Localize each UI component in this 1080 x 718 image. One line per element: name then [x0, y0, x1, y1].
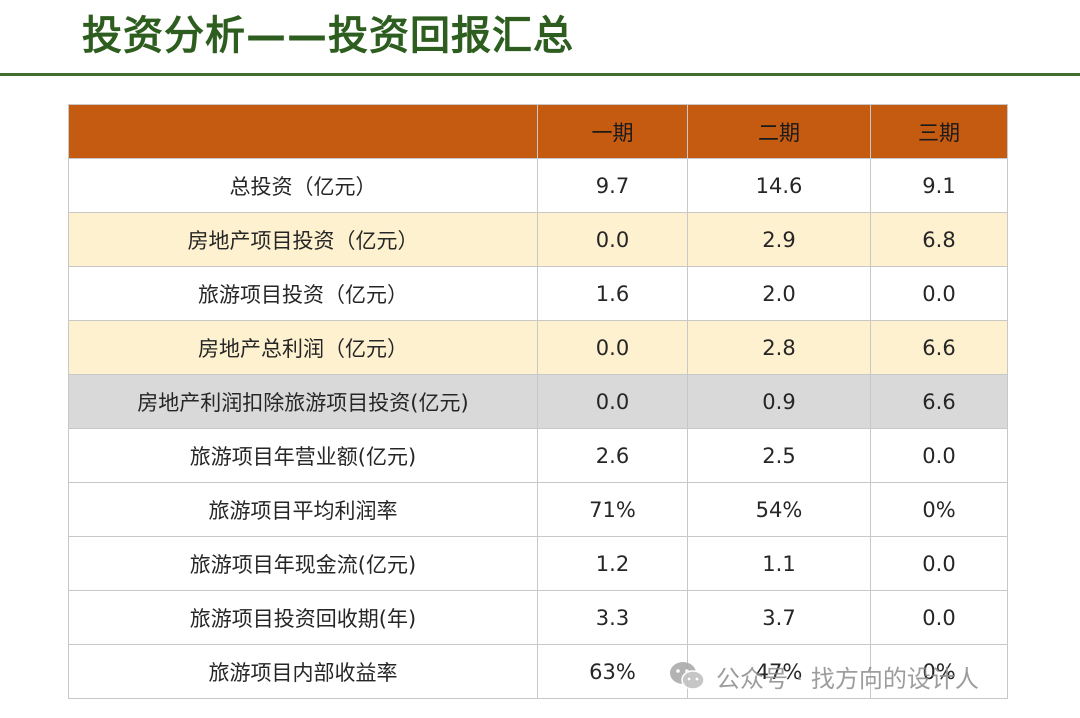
cell-value: 2.9	[687, 212, 871, 267]
cell-value: 9.1	[870, 158, 1008, 213]
header-cell-blank	[68, 104, 538, 159]
header-cell-phase3: 三期	[870, 104, 1008, 159]
table-row: 旅游项目年现金流(亿元) 1.2 1.1 0.0	[68, 536, 1008, 591]
wechat-icon	[670, 662, 705, 690]
cell-value: 2.0	[687, 266, 871, 321]
table-row: 房地产利润扣除旅游项目投资(亿元) 0.0 0.9 6.6	[68, 374, 1008, 429]
row-label: 旅游项目年现金流(亿元)	[68, 536, 538, 591]
watermark: 公众号 · 找方向的设计人	[668, 656, 979, 696]
cell-value: 1.6	[537, 266, 688, 321]
cell-value: 2.8	[687, 320, 871, 375]
cell-value: 2.6	[537, 428, 688, 483]
row-label: 总投资（亿元）	[68, 158, 538, 213]
row-label: 旅游项目平均利润率	[68, 482, 538, 537]
cell-value: 0%	[870, 644, 1008, 699]
cell-value: 0.0	[870, 428, 1008, 483]
row-label: 旅游项目内部收益率	[68, 644, 538, 699]
header-cell-phase2: 二期	[687, 104, 871, 159]
investment-return-table: 一期 二期 三期 总投资（亿元） 9.7 14.6 9.1 房地产项目投资（亿元…	[68, 104, 1008, 699]
cell-value: 0.9	[687, 374, 871, 429]
title-divider	[0, 73, 1080, 76]
cell-value: 14.6	[687, 158, 871, 213]
cell-value: 6.8	[870, 212, 1008, 267]
row-label: 房地产利润扣除旅游项目投资(亿元)	[68, 374, 538, 429]
cell-value: 54%	[687, 482, 871, 537]
cell-value: 6.6	[870, 374, 1008, 429]
table-row: 旅游项目年营业额(亿元) 2.6 2.5 0.0	[68, 428, 1008, 483]
table-row: 房地产项目投资（亿元） 0.0 2.9 6.8	[68, 212, 1008, 267]
table-row: 旅游项目投资（亿元） 1.6 2.0 0.0	[68, 266, 1008, 321]
cell-value: 1.2	[537, 536, 688, 591]
table-row: 旅游项目内部收益率 63% 47% 0%	[68, 644, 1008, 699]
cell-value: 6.6	[870, 320, 1008, 375]
row-label: 旅游项目投资（亿元）	[68, 266, 538, 321]
row-label: 房地产项目投资（亿元）	[68, 212, 538, 267]
cell-value: 2.5	[687, 428, 871, 483]
table-row: 旅游项目投资回收期(年) 3.3 3.7 0.0	[68, 590, 1008, 645]
cell-value: 3.3	[537, 590, 688, 645]
cell-value: 63%	[537, 644, 688, 699]
table-row: 总投资（亿元） 9.7 14.6 9.1	[68, 158, 1008, 213]
header-cell-phase1: 一期	[537, 104, 688, 159]
cell-value: 0.0	[870, 590, 1008, 645]
cell-value: 71%	[537, 482, 688, 537]
cell-value: 0%	[870, 482, 1008, 537]
cell-value: 0.0	[537, 212, 688, 267]
table-header-row: 一期 二期 三期	[68, 104, 1008, 159]
row-label: 旅游项目年营业额(亿元)	[68, 428, 538, 483]
cell-value: 9.7	[537, 158, 688, 213]
cell-value: 3.7	[687, 590, 871, 645]
cell-value: 47%	[687, 644, 871, 699]
row-label: 房地产总利润（亿元）	[68, 320, 538, 375]
page-title: 投资分析——投资回报汇总	[82, 13, 574, 59]
cell-value: 1.1	[687, 536, 871, 591]
cell-value: 0.0	[870, 266, 1008, 321]
table-row: 房地产总利润（亿元） 0.0 2.8 6.6	[68, 320, 1008, 375]
cell-value: 0.0	[870, 536, 1008, 591]
cell-value: 0.0	[537, 374, 688, 429]
cell-value: 0.0	[537, 320, 688, 375]
table-row: 旅游项目平均利润率 71% 54% 0%	[68, 482, 1008, 537]
row-label: 旅游项目投资回收期(年)	[68, 590, 538, 645]
watermark-text: 公众号 · 找方向的设计人	[716, 664, 979, 693]
